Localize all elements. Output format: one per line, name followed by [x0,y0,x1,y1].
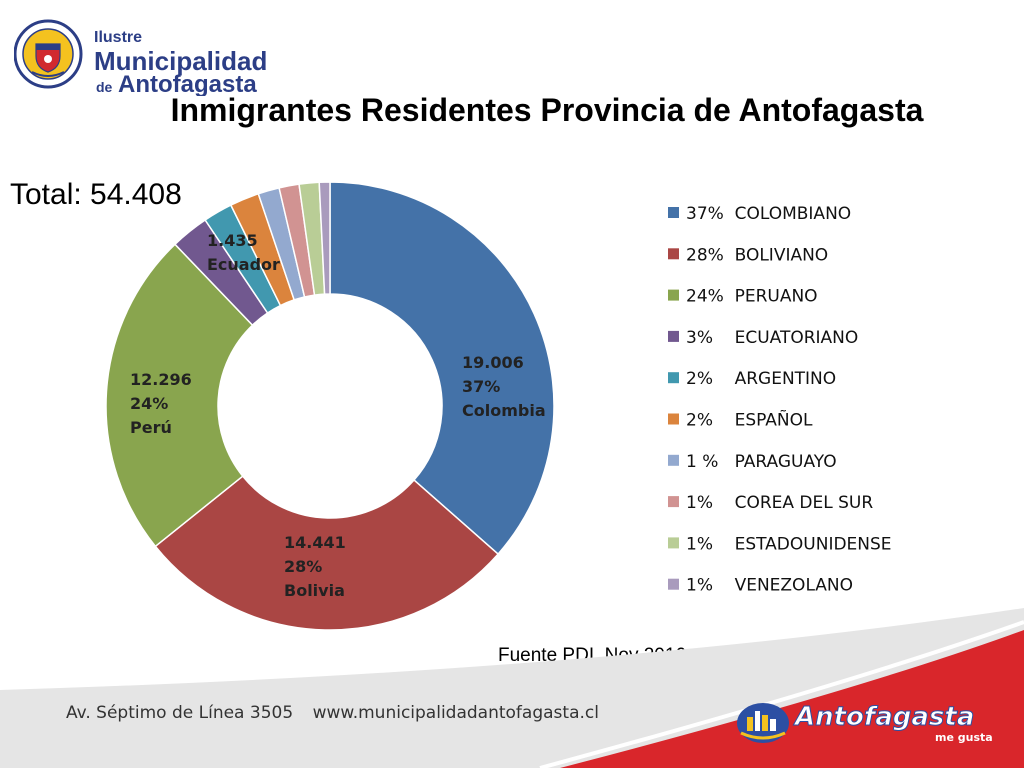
donut-slice-boliviano [154,475,500,631]
legend-swatch [668,372,679,384]
total-label: Total: 54.408 [10,178,182,211]
legend-swatch [668,454,679,466]
org-line1: Ilustre [94,29,142,46]
legend-entry: 24% PERUANO [686,287,818,307]
legend-entry: 1 % PARAGUAYO [686,452,837,472]
donut-slice-peruano [105,243,254,548]
page-title: Inmigrantes Residentes Provincia de Anto… [0,92,1024,129]
footer-website[interactable]: www.municipalidadantofagasta.cl [312,703,599,723]
legend-swatch [668,207,679,218]
brand-name: Antofagasta [793,702,974,732]
legend-entry: 28% BOLIVIANO [686,245,828,265]
slice-data-label: 14.441 28% Bolivia [284,533,346,600]
legend-swatch [668,537,679,549]
legend-entry: 1% ESTADOUNIDENSE [686,534,892,554]
chart-legend: 37% COLOMBIANO 28% BOLIVIANO 24% PERUANO 3%… [668,204,892,596]
municipal-logo: Ilustre Municipalidad de Antofagasta [14,19,267,96]
municipal-seal-icon [14,19,83,89]
legend-entry: 37% COLOMBIANO [686,204,851,224]
legend-swatch [668,578,679,590]
donut-slice-colombiano [329,181,555,556]
legend-entry: 1% VENEZOLANO [686,576,853,596]
page-title-text: Inmigrantes Residentes Provincia de Anto… [170,92,924,128]
legend-swatch [668,413,679,425]
legend-entry: 2% ARGENTINO [686,369,836,389]
legend-swatch [668,330,679,342]
footer-contact: Av. Séptimo de Línea 3505 www.municipali… [66,703,613,723]
legend-entry: 2% ESPAÑOL [686,409,813,431]
slice-data-label: 19.006 37% Colombia [462,353,546,420]
footer-address: Av. Séptimo de Línea 3505 [66,703,294,723]
chart-slices [105,181,555,631]
antofagasta-brand-logo: Antofagasta me gusta [737,702,993,744]
org-line3: Antofagasta [118,71,257,96]
legend-swatch [668,248,679,260]
legend-swatch [668,289,679,301]
donut-chart: 19.006 37% Colombia 14.441 28% Bolivia 12.296 2… [105,181,892,631]
org-line3-small: de [96,79,113,95]
legend-entry: 3% ECUATORIANO [686,328,858,348]
legend-swatch [668,496,679,508]
brand-tagline: me gusta [935,731,993,744]
slice-data-label: 1.435 Ecuador [207,231,280,274]
org-line2: Municipalidad [94,46,267,76]
donut-slice-venezolano [318,181,331,295]
city-skyline-icon [737,703,789,743]
slice-data-label: 12.296 24% Perú [130,370,192,437]
legend-entry: 1% COREA DEL SUR [686,493,873,513]
chart-slice-labels: 19.006 37% Colombia 14.441 28% Bolivia 12.296 2… [130,231,546,600]
